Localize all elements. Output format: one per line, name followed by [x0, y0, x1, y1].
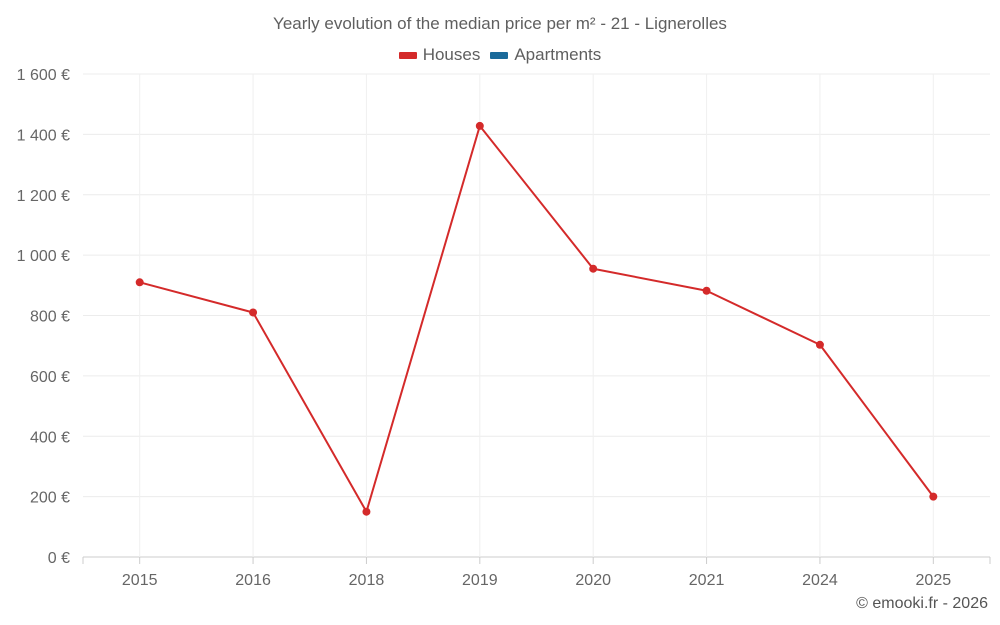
data-point	[249, 308, 258, 317]
y-tick-label: 1 600 €	[17, 67, 70, 84]
data-point	[929, 492, 938, 501]
data-point	[362, 507, 371, 516]
credit-text: © emooki.fr - 2026	[856, 595, 988, 612]
x-tick-label: 2016	[235, 572, 271, 589]
data-point	[815, 340, 824, 349]
y-tick-label: 1 000 €	[17, 248, 70, 265]
y-tick-label: 200 €	[30, 490, 70, 507]
legend-label-apartments: Apartments	[514, 45, 602, 64]
x-tick-label: 2024	[802, 572, 838, 589]
chart-title: Yearly evolution of the median price per…	[273, 14, 727, 33]
data-point	[475, 121, 484, 130]
legend: Houses Apartments	[0, 45, 1000, 65]
y-tick-label: 800 €	[30, 309, 70, 326]
y-tick-label: 400 €	[30, 429, 70, 446]
legend-swatch-houses	[398, 51, 417, 59]
legend-item-houses[interactable]: Houses	[398, 45, 481, 65]
x-tick-label: 2015	[122, 572, 158, 589]
legend-label-houses: Houses	[422, 45, 481, 64]
data-point	[135, 278, 144, 287]
legend-item-apartments[interactable]: Apartments	[490, 45, 601, 65]
y-tick-label: 0 €	[48, 550, 70, 567]
x-tick-label: 2018	[349, 572, 385, 589]
data-point	[589, 264, 598, 273]
legend-swatch-apartments	[490, 51, 509, 59]
x-tick-label: 2025	[916, 572, 952, 589]
data-point	[702, 286, 711, 295]
x-tick-label: 2020	[575, 572, 611, 589]
y-tick-label: 1 400 €	[17, 127, 70, 144]
series-line-houses	[139, 124, 935, 513]
y-tick-label: 600 €	[30, 369, 70, 386]
x-tick-label: 2021	[689, 572, 725, 589]
x-tick-label: 2019	[462, 572, 498, 589]
y-tick-label: 1 200 €	[17, 188, 70, 205]
